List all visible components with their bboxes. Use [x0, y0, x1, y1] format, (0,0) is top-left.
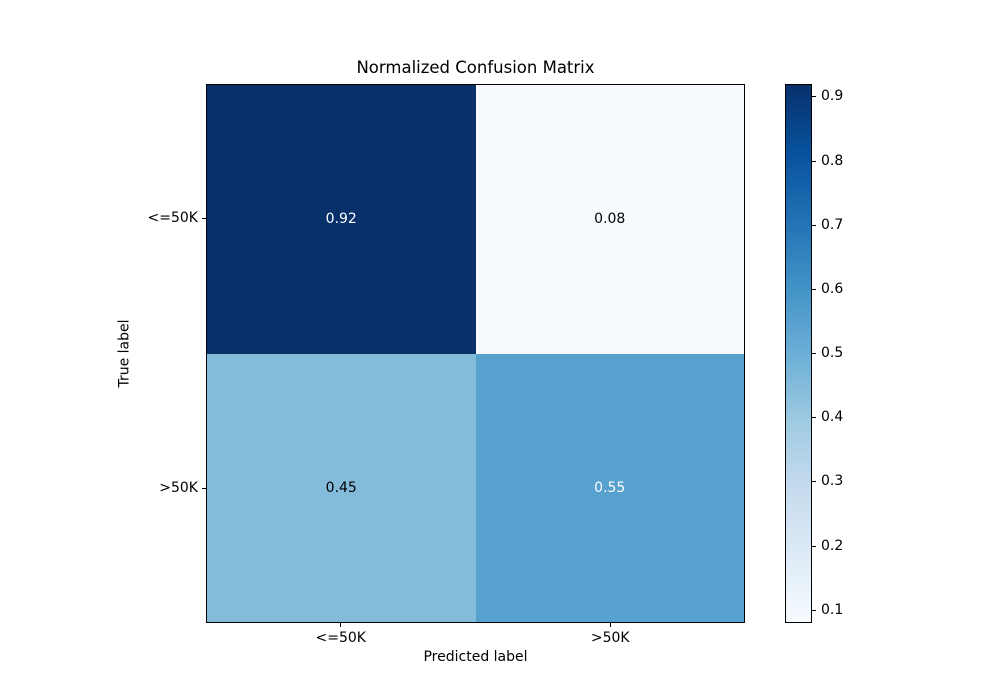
y-tick-label: >50K — [159, 479, 198, 496]
cell-value: 0.92 — [325, 211, 357, 228]
cell-value: 0.08 — [594, 211, 626, 228]
cell-value: 0.55 — [594, 479, 626, 496]
y-axis-label: True label — [116, 318, 133, 388]
colorbar-tick-mark — [812, 288, 816, 290]
colorbar-tick-label: 0.3 — [821, 473, 844, 490]
colorbar-tick-label: 0.7 — [821, 216, 844, 233]
y-tick-mark — [202, 487, 206, 489]
x-axis-label: Predicted label — [423, 649, 528, 665]
cell-value: 0.45 — [325, 479, 357, 496]
colorbar-tick-mark — [812, 545, 816, 547]
x-tick-mark — [340, 623, 342, 627]
colorbar-tick-mark — [812, 160, 816, 162]
y-tick-mark — [202, 218, 206, 220]
x-tick-label: >50K — [590, 630, 630, 646]
colorbar-tick-mark — [812, 481, 816, 483]
colorbar-tick-label: 0.2 — [821, 537, 844, 554]
matrix-cell: 0.08 — [475, 85, 744, 354]
chart-title: Normalized Confusion Matrix — [356, 58, 595, 77]
matrix-cell: 0.55 — [475, 353, 744, 622]
x-tick-label: <=50K — [315, 630, 366, 646]
colorbar-tick-mark — [812, 609, 816, 611]
x-tick-mark — [609, 623, 611, 627]
matrix-cell: 0.45 — [207, 353, 476, 622]
colorbar — [785, 84, 812, 623]
colorbar-tick-label: 0.6 — [821, 280, 844, 297]
colorbar-tick-label: 0.4 — [821, 409, 844, 426]
colorbar-tick-mark — [812, 96, 816, 98]
colorbar-tick-mark — [812, 417, 816, 419]
colorbar-tick-label: 0.9 — [821, 88, 844, 105]
y-tick-label: <=50K — [147, 210, 198, 227]
colorbar-tick-label: 0.1 — [821, 601, 844, 618]
colorbar-tick-label: 0.8 — [821, 152, 844, 169]
heatmap-axes: 0.92 0.08 0.45 0.55 — [206, 84, 745, 623]
colorbar-tick-mark — [812, 224, 816, 226]
matrix-cell: 0.92 — [207, 85, 476, 354]
colorbar-tick-label: 0.5 — [821, 345, 844, 361]
colorbar-tick-mark — [812, 353, 816, 354]
